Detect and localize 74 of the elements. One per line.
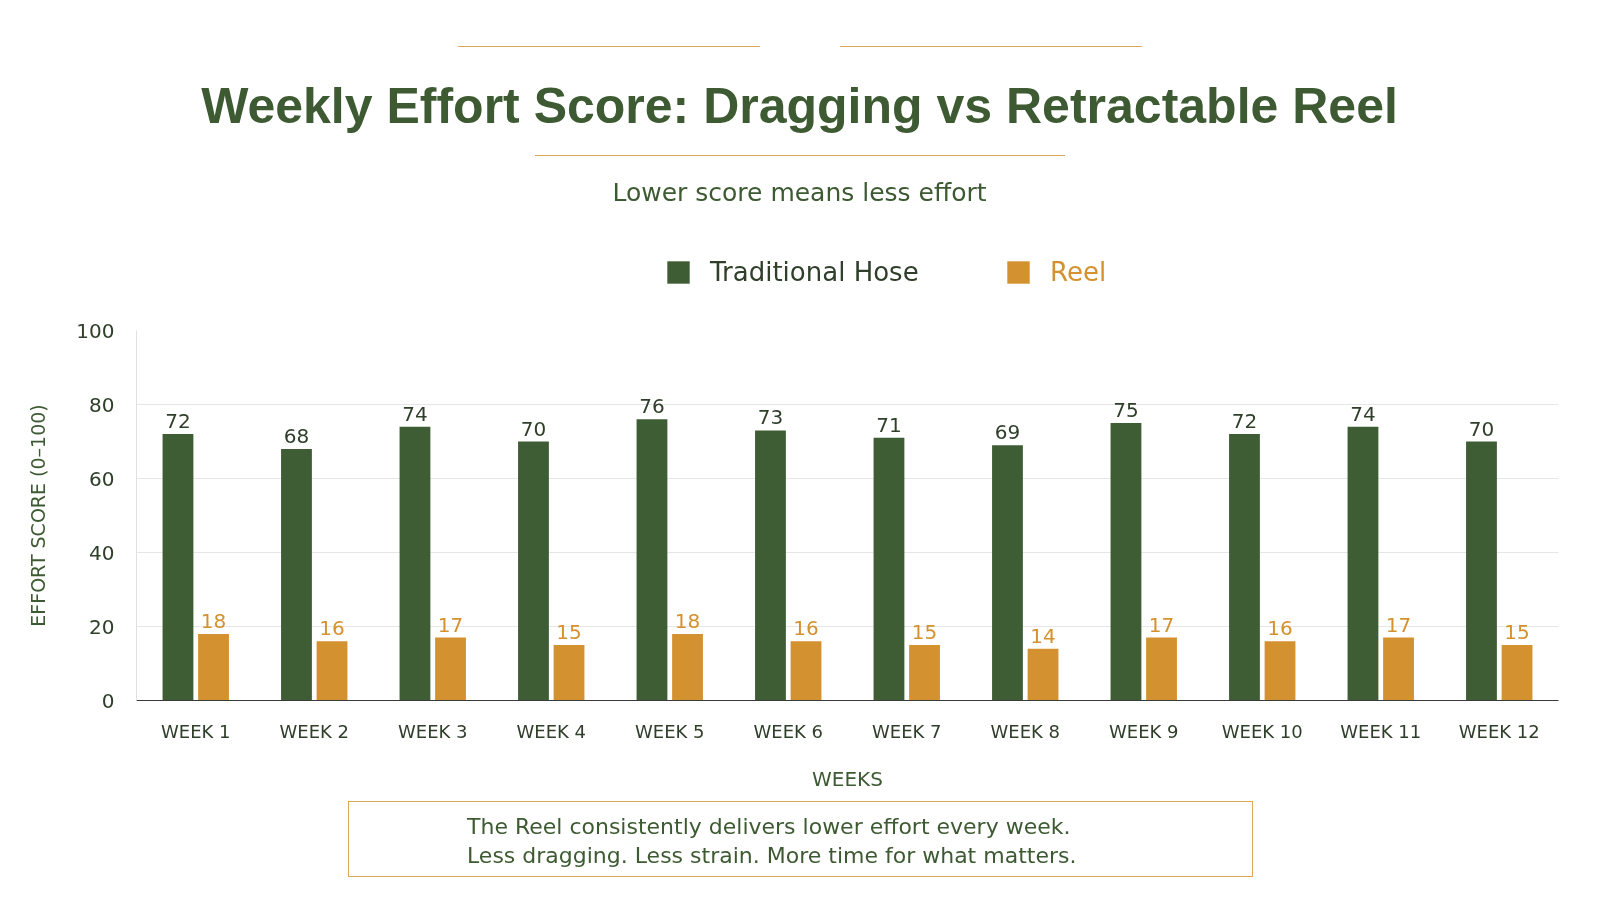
bar [162, 434, 194, 701]
bar [992, 445, 1023, 701]
data-label: 16 [1267, 616, 1293, 641]
y-tick-label: 80 [89, 392, 115, 417]
data-label: 74 [1350, 401, 1376, 426]
x-tick-label: WEEK 1 [160, 720, 231, 742]
data-label: 68 [283, 423, 310, 448]
data-label: 15 [1504, 620, 1530, 644]
data-label: 14 [1030, 623, 1056, 648]
data-label: 71 [876, 412, 902, 437]
chart-subtitle: Lower score means less effort [611, 178, 988, 208]
y-tick-label: 20 [89, 614, 115, 639]
x-tick-label: WEEK 4 [516, 720, 587, 742]
bar [1466, 441, 1497, 701]
x-tick-label: WEEK 10 [1221, 720, 1303, 742]
data-label: 17 [437, 612, 464, 637]
bar [1110, 423, 1142, 701]
y-tick-label: 0 [101, 688, 115, 713]
bar [873, 437, 905, 701]
legend-label: Reel [1050, 257, 1107, 287]
bar [198, 633, 229, 701]
bar [1027, 648, 1059, 701]
x-tick-label: WEEK 12 [1458, 720, 1540, 742]
data-label: 15 [911, 620, 938, 644]
data-label: 74 [402, 401, 428, 426]
data-label: 69 [994, 420, 1021, 445]
data-label: 17 [1385, 612, 1412, 637]
data-label: 70 [520, 416, 547, 441]
x-tick-label: WEEK 8 [990, 720, 1061, 742]
bar [755, 430, 786, 701]
data-label: 17 [1148, 612, 1175, 637]
bar [316, 641, 348, 701]
bar [1501, 645, 1533, 701]
bar [672, 633, 703, 701]
bar [909, 645, 940, 701]
bar [435, 637, 466, 701]
chart-title: Weekly Effort Score: Dragging vs Retractable Reel [200, 77, 1399, 135]
data-label: 70 [1468, 416, 1495, 441]
data-label: 18 [674, 608, 701, 633]
text: Less dragging. Less strain. More time for what matters. [467, 842, 1078, 870]
x-tick-label: WEEK 7 [871, 720, 942, 742]
y-tick-label: 100 [76, 318, 115, 343]
bar [790, 641, 822, 701]
data-label: 72 [1231, 409, 1258, 434]
bar [1264, 641, 1296, 701]
data-label: 16 [793, 616, 819, 641]
data-label: 73 [757, 405, 784, 430]
bar [1383, 637, 1414, 701]
bar [399, 426, 431, 701]
x-axis-title: WEEKS [812, 766, 883, 791]
bar [1146, 637, 1177, 701]
bar [553, 645, 585, 701]
data-label: 75 [1113, 398, 1139, 422]
data-label: 15 [556, 620, 582, 644]
legend-label: Traditional Hose [710, 257, 919, 287]
bar [1229, 434, 1260, 701]
y-tick-label: 40 [89, 540, 115, 565]
data-label: 76 [639, 394, 665, 419]
bar [1347, 426, 1379, 701]
bar [281, 448, 312, 701]
data-label: 18 [200, 608, 227, 633]
data-label: 16 [319, 616, 345, 641]
x-tick-label: WEEK 5 [634, 720, 705, 742]
x-tick-label: WEEK 6 [753, 720, 824, 742]
bar [518, 441, 549, 701]
x-tick-label: WEEK 3 [397, 720, 468, 742]
x-tick-label: WEEK 2 [279, 720, 350, 742]
data-label: 72 [165, 409, 191, 434]
x-tick-label: WEEK 11 [1340, 720, 1422, 742]
bar [636, 419, 668, 701]
text: The Reel consistently delivers lower effort every week. [467, 813, 1072, 841]
x-tick-label: WEEK 9 [1108, 720, 1179, 742]
y-tick-label: 60 [89, 466, 115, 491]
y-axis-title: EFFORT SCORE (0–100) [27, 404, 50, 627]
